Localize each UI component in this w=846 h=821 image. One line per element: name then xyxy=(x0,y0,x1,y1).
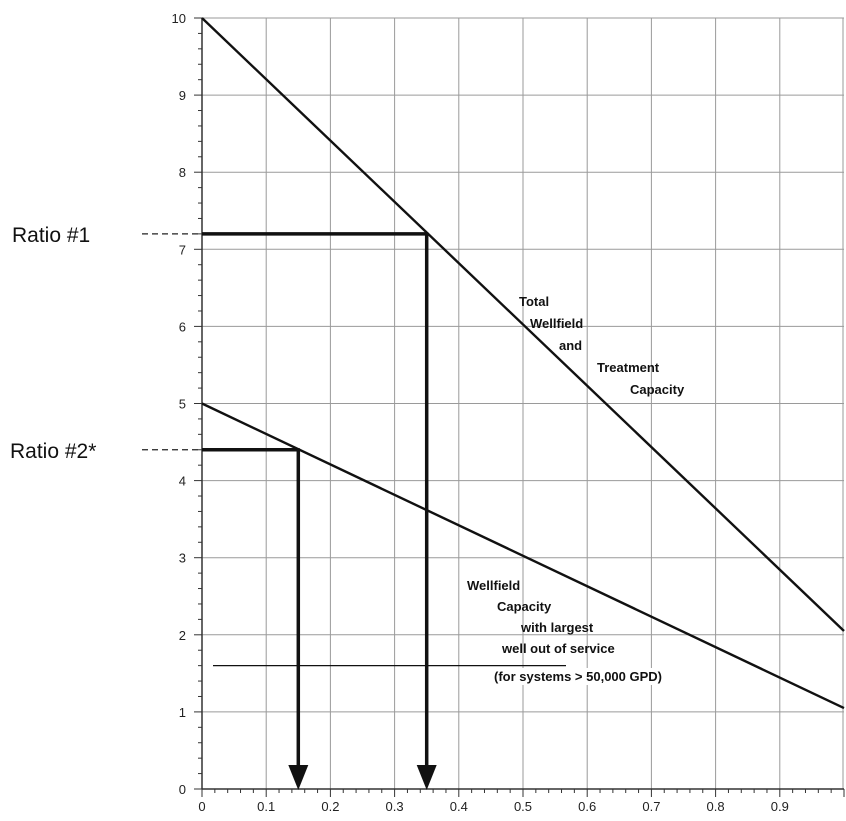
y-tick-label: 4 xyxy=(179,474,186,489)
x-tick-label: 0.9 xyxy=(771,799,789,814)
tick-labels: 0 0.1 0.2 0.3 0.4 0.5 0.6 0.7 0.8 0.9 0 1 2 3 4 5 6 7 8 9 10 xyxy=(172,11,789,814)
y-tick-label: 8 xyxy=(179,165,186,180)
x-tick-label: 0 xyxy=(198,799,205,814)
y-tick-label: 3 xyxy=(179,551,186,566)
annotation-text-background xyxy=(492,668,664,685)
ratio-markers: Ratio #1 Ratio #2* xyxy=(10,224,566,790)
x-tick-label: 0.6 xyxy=(578,799,596,814)
annotation-total-capacity-line: Total xyxy=(519,294,549,309)
annotation-wellfield-capacity-line: Wellfield xyxy=(467,578,520,593)
ratio-arrowhead xyxy=(288,765,309,790)
grid xyxy=(202,17,844,789)
y-tick-label: 7 xyxy=(179,242,186,257)
annotation-wellfield-capacity-line: Capacity xyxy=(497,599,552,614)
x-tick-label: 0.7 xyxy=(642,799,660,814)
annotation-wellfield-capacity-line: (for systems > 50,000 GPD) xyxy=(494,669,662,684)
annotations: Total Wellfield and Treatment Capacity Wellfi… xyxy=(467,294,685,685)
x-tick-label: 0.3 xyxy=(386,799,404,814)
annotation-wellfield-capacity-line: with largest xyxy=(520,620,594,635)
ratio-arrowhead xyxy=(416,765,437,790)
y-tick-label: 5 xyxy=(179,397,186,412)
x-tick-label: 0.2 xyxy=(321,799,339,814)
ratio-label: Ratio #2* xyxy=(10,440,96,463)
annotation-total-capacity-line: Treatment xyxy=(597,360,660,375)
ratio-label: Ratio #1 xyxy=(12,224,90,247)
y-tick-label: 0 xyxy=(179,782,186,797)
annotation-total-capacity-line: and xyxy=(559,338,582,353)
series-total-capacity-line xyxy=(201,17,845,632)
x-tick-label: 0.8 xyxy=(707,799,725,814)
annotation-total-capacity-line: Capacity xyxy=(630,382,685,397)
y-tick-label: 1 xyxy=(179,705,186,720)
annotation-wellfield-capacity-line: well out of service xyxy=(501,641,615,656)
y-tick-label: 9 xyxy=(179,88,186,103)
y-tick-label: 6 xyxy=(179,319,186,334)
annotation-total-capacity-line: Wellfield xyxy=(530,316,583,331)
x-tick-label: 0.5 xyxy=(514,799,532,814)
x-tick-label: 0.4 xyxy=(450,799,468,814)
y-tick-label: 10 xyxy=(172,11,186,26)
y-tick-label: 2 xyxy=(179,628,186,643)
series-lines xyxy=(201,17,845,710)
series-wellfield-capacity-line xyxy=(201,402,845,710)
x-tick-label: 0.1 xyxy=(257,799,275,814)
